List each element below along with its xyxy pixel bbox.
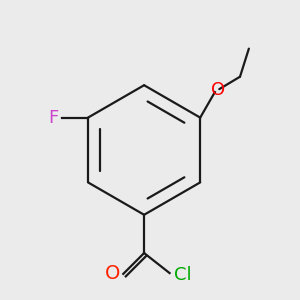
Text: O: O — [105, 264, 121, 284]
Text: Cl: Cl — [174, 266, 192, 284]
Text: F: F — [48, 109, 58, 127]
Text: O: O — [211, 81, 225, 99]
